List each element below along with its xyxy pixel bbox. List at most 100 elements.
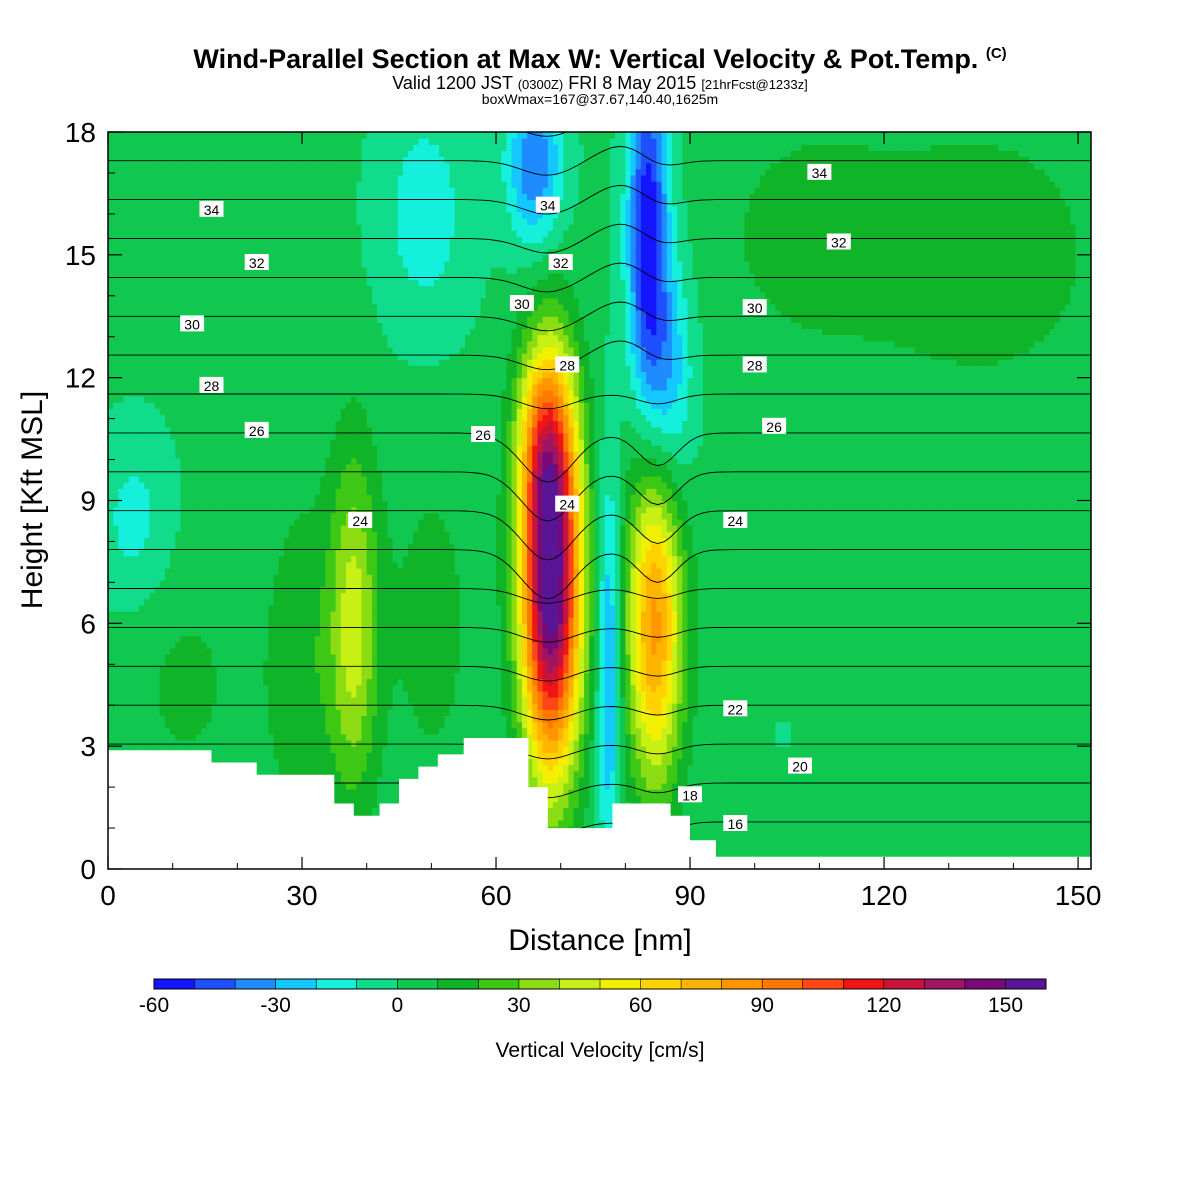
velocity-cell	[196, 709, 202, 716]
velocity-cell	[305, 402, 311, 409]
velocity-cell	[113, 636, 119, 643]
velocity-cell	[108, 636, 114, 643]
velocity-cell	[144, 716, 150, 723]
velocity-cell	[124, 335, 130, 342]
velocity-cell	[315, 458, 321, 465]
velocity-cell	[206, 623, 212, 630]
velocity-cell	[268, 482, 274, 489]
velocity-cell	[248, 752, 254, 759]
velocity-cell	[289, 341, 295, 348]
velocity-cell	[299, 267, 305, 274]
velocity-cell	[237, 378, 243, 385]
velocity-cell	[237, 193, 243, 200]
velocity-cell	[299, 679, 305, 686]
velocity-cell	[232, 347, 238, 354]
velocity-cell	[144, 181, 150, 188]
velocity-cell	[253, 630, 259, 637]
velocity-cell	[294, 470, 300, 477]
velocity-cell	[305, 685, 311, 692]
velocity-cell	[134, 636, 140, 643]
velocity-cell	[129, 163, 135, 170]
velocity-cell	[263, 513, 269, 520]
velocity-cell	[155, 169, 161, 176]
velocity-cell	[113, 187, 119, 194]
velocity-cell	[118, 525, 124, 532]
velocity-cell	[315, 445, 321, 452]
velocity-cell	[139, 654, 145, 661]
velocity-cell	[232, 396, 238, 403]
velocity-cell	[222, 310, 228, 317]
velocity-cell	[191, 623, 197, 630]
velocity-cell	[232, 740, 238, 747]
velocity-cell	[243, 636, 249, 643]
velocity-cell	[118, 464, 124, 471]
velocity-cell	[227, 568, 233, 575]
velocity-cell	[160, 144, 166, 151]
velocity-cell	[315, 562, 321, 569]
velocity-cell	[299, 685, 305, 692]
velocity-cell	[237, 531, 243, 538]
velocity-cell	[175, 181, 181, 188]
velocity-cell	[160, 341, 166, 348]
velocity-cell	[191, 709, 197, 716]
velocity-cell	[124, 568, 130, 575]
velocity-cell	[201, 157, 207, 164]
velocity-cell	[170, 611, 176, 618]
velocity-cell	[160, 298, 166, 305]
velocity-cell	[180, 611, 186, 618]
velocity-cell	[227, 587, 233, 594]
velocity-cell	[129, 304, 135, 311]
velocity-cell	[243, 224, 249, 231]
velocity-cell	[134, 697, 140, 704]
velocity-cell	[305, 433, 311, 440]
velocity-cell	[129, 537, 135, 544]
velocity-cell	[129, 630, 135, 637]
velocity-cell	[274, 494, 280, 501]
velocity-cell	[155, 150, 161, 157]
velocity-cell	[279, 759, 285, 766]
velocity-cell	[124, 636, 130, 643]
velocity-cell	[284, 279, 290, 286]
velocity-cell	[227, 286, 233, 293]
velocity-cell	[186, 402, 192, 409]
velocity-cell	[165, 593, 171, 600]
velocity-cell	[320, 574, 326, 581]
velocity-cell	[124, 298, 130, 305]
velocity-cell	[144, 728, 150, 735]
velocity-cell	[149, 611, 155, 618]
velocity-cell	[160, 255, 166, 262]
velocity-cell	[206, 666, 212, 673]
velocity-cell	[124, 415, 130, 422]
velocity-cell	[175, 372, 181, 379]
velocity-cell	[222, 322, 228, 329]
velocity-cell	[139, 144, 145, 151]
velocity-cell	[206, 359, 212, 366]
velocity-cell	[206, 415, 212, 422]
velocity-cell	[129, 593, 135, 600]
velocity-cell	[305, 587, 311, 594]
velocity-cell	[320, 550, 326, 557]
velocity-cell	[129, 617, 135, 624]
velocity-cell	[191, 415, 197, 422]
velocity-cell	[206, 230, 212, 237]
velocity-cell	[248, 415, 254, 422]
velocity-cell	[274, 402, 280, 409]
velocity-cell	[243, 458, 249, 465]
velocity-cell	[180, 212, 186, 219]
velocity-cell	[305, 298, 311, 305]
velocity-cell	[258, 396, 264, 403]
velocity-cell	[144, 286, 150, 293]
velocity-cell	[310, 562, 316, 569]
velocity-cell	[196, 175, 202, 182]
velocity-cell	[268, 611, 274, 618]
velocity-cell	[315, 740, 321, 747]
velocity-cell	[253, 519, 259, 526]
velocity-cell	[274, 316, 280, 323]
velocity-cell	[113, 501, 119, 508]
velocity-cell	[129, 599, 135, 606]
velocity-cell	[165, 249, 171, 256]
velocity-cell	[232, 494, 238, 501]
velocity-cell	[175, 709, 181, 716]
velocity-cell	[248, 236, 254, 243]
velocity-cell	[134, 451, 140, 458]
